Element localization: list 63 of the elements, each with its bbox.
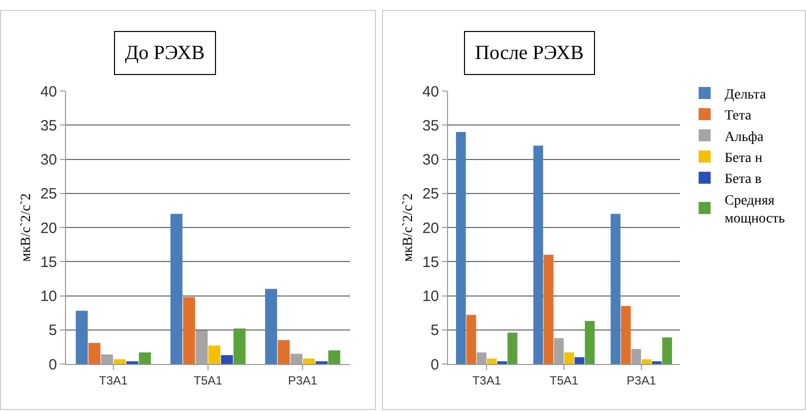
y-tick-label: 10 xyxy=(422,288,439,305)
y-tick-label: 30 xyxy=(422,152,439,168)
bar xyxy=(328,350,340,364)
y-tick-label: 10 xyxy=(40,288,57,305)
y-tick-label: 0 xyxy=(48,356,57,374)
legend-label: Средняя мощность xyxy=(724,193,785,227)
y-tick-label: 35 xyxy=(40,117,57,134)
bar xyxy=(584,321,595,364)
y-tick-label: 35 xyxy=(422,117,439,134)
bar xyxy=(88,342,100,364)
bar xyxy=(564,352,574,364)
bar xyxy=(508,332,518,364)
legend-label: Дельта xyxy=(724,87,767,102)
bar xyxy=(265,288,278,364)
bar xyxy=(544,254,554,364)
bar xyxy=(486,358,497,364)
y-tick-label: 15 xyxy=(422,254,439,271)
chart-title: После РЭХВ xyxy=(475,42,584,64)
y-axis-title: мкВ/с`2/с`2 xyxy=(400,193,416,262)
bar xyxy=(76,310,88,364)
legend-label: Бета н xyxy=(724,151,763,166)
bar xyxy=(620,306,631,364)
bar xyxy=(610,214,620,364)
bar xyxy=(642,359,652,364)
x-tick-label: T5A1 xyxy=(194,373,223,388)
bar xyxy=(126,361,138,364)
y-tick-label: 25 xyxy=(40,186,57,203)
y-tick-label: 30 xyxy=(40,152,57,168)
bar xyxy=(220,355,233,364)
bar xyxy=(234,328,246,364)
bar xyxy=(302,358,315,364)
bar xyxy=(574,357,584,364)
bar xyxy=(466,314,476,364)
legend-label: Бета в xyxy=(724,172,762,188)
x-tick-label: P3A1 xyxy=(288,373,318,388)
bar xyxy=(138,352,151,364)
bar xyxy=(278,340,290,364)
x-tick-label: P3A1 xyxy=(626,373,656,388)
bar xyxy=(662,337,672,364)
x-tick-label: T3A1 xyxy=(472,373,502,388)
y-axis-title: мкВ/с`2/с`2 xyxy=(18,193,34,262)
x-tick-label: T5A1 xyxy=(550,373,579,388)
bar xyxy=(456,132,466,364)
bar xyxy=(170,214,182,364)
legend-label: Тета xyxy=(724,108,752,124)
y-tick-label: 5 xyxy=(48,322,57,340)
chart-title: До РЭХВ xyxy=(125,42,205,64)
bar xyxy=(114,359,126,364)
y-tick-label: 20 xyxy=(422,220,439,237)
legend-label: Альфа xyxy=(724,130,764,145)
y-tick-label: 15 xyxy=(40,254,57,271)
y-tick-label: 5 xyxy=(430,322,439,340)
y-tick-label: 0 xyxy=(430,356,439,374)
y-tick-label: 40 xyxy=(40,83,57,100)
y-tick-label: 40 xyxy=(422,83,439,100)
bar xyxy=(316,361,328,364)
bar xyxy=(497,361,508,364)
y-tick-label: 20 xyxy=(40,220,57,237)
bar xyxy=(208,346,220,364)
bar xyxy=(533,146,544,364)
y-tick-label: 25 xyxy=(422,186,439,203)
x-tick-label: T3A1 xyxy=(98,373,128,388)
bar xyxy=(183,297,196,364)
